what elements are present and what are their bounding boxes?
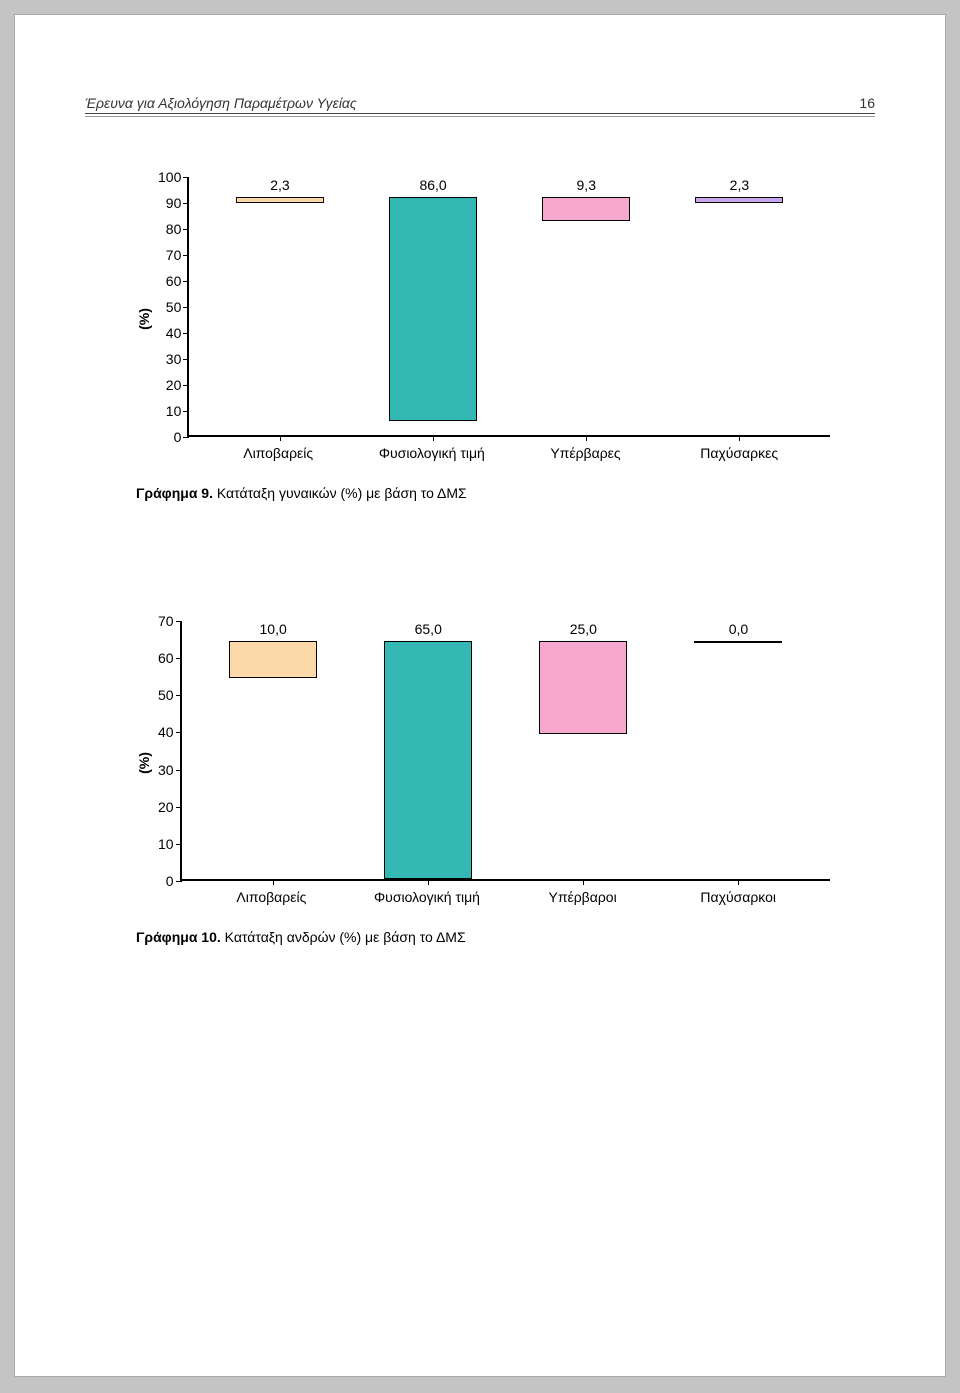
bar: [539, 641, 627, 734]
bar-value-label: 0,0: [729, 621, 748, 637]
bar-value-label: 65,0: [415, 621, 442, 637]
chart9-plot: 2,3 86,0 9,3 2,3: [187, 177, 830, 437]
chart9-caption-text: Κατάταξη γυναικών (%) με βάση το ΔΜΣ: [213, 485, 467, 501]
page-header: Έρευνα για Αξιολόγηση Παραμέτρων Υγείας …: [85, 95, 875, 114]
chart-9: (%) 1009080706050403020100 2,386,09,32,3…: [130, 177, 830, 501]
bar-slot: 86,0: [357, 177, 510, 435]
bar: [236, 197, 324, 203]
bar-slot: 2,3: [663, 177, 816, 435]
bar: [695, 197, 783, 203]
bar-slot: 0,0: [661, 621, 816, 879]
chart10-xlabels: ΛιποβαρείςΦυσιολογική τιμήΥπέρβαροιΠαχύσ…: [180, 881, 830, 905]
page-number: 16: [859, 95, 875, 111]
bar: [229, 641, 317, 678]
bar-value-label: 25,0: [570, 621, 597, 637]
xtick-label: Φυσιολογική τιμή: [349, 889, 505, 905]
bar-slot: 10,0: [196, 621, 351, 879]
chart10-ylabel: (%): [136, 752, 152, 774]
chart-10: (%) 706050403020100 10,065,025,00,0 Λιπο…: [130, 621, 830, 945]
bar-value-label: 2,3: [270, 177, 289, 193]
chart10-caption: Γράφημα 10. Κατάταξη ανδρών (%) με βάση …: [130, 929, 830, 945]
chart9-xlabels: ΛιποβαρείςΦυσιολογική τιμήΥπέρβαρεςΠαχύσ…: [187, 437, 830, 461]
bar-slot: 9,3: [510, 177, 663, 435]
chart9-caption: Γράφημα 9. Κατάταξη γυναικών (%) με βάση…: [130, 485, 830, 501]
bar-value-label: 2,3: [730, 177, 749, 193]
bar: [389, 197, 477, 421]
bar-slot: 65,0: [351, 621, 506, 879]
chart9-caption-bold: Γράφημα 9.: [136, 485, 213, 501]
bar-value-label: 10,0: [260, 621, 287, 637]
xtick-label: Υπέρβαροι: [505, 889, 661, 905]
bar: [694, 641, 782, 643]
xtick-label: Υπέρβαρες: [509, 445, 663, 461]
bar-value-label: 9,3: [577, 177, 596, 193]
xtick-label: Λιποβαρείς: [194, 889, 350, 905]
chart10-caption-text: Κατάταξη ανδρών (%) με βάση το ΔΜΣ: [221, 929, 466, 945]
page: Έρευνα για Αξιολόγηση Παραμέτρων Υγείας …: [14, 14, 946, 1377]
bar-value-label: 86,0: [419, 177, 446, 193]
bar: [542, 197, 630, 221]
bar-slot: 2,3: [203, 177, 356, 435]
xtick-label: Φυσιολογική τιμή: [355, 445, 509, 461]
xtick-label: Παχύσαρκοι: [660, 889, 816, 905]
header-rule: [85, 116, 875, 117]
bar-slot: 25,0: [506, 621, 661, 879]
chart10-plot: 10,0 65,0 25,0 0,0: [180, 621, 830, 881]
chart10-caption-bold: Γράφημα 10.: [136, 929, 221, 945]
bar: [384, 641, 472, 879]
header-title: Έρευνα για Αξιολόγηση Παραμέτρων Υγείας: [85, 95, 357, 111]
xtick-label: Λιποβαρείς: [201, 445, 355, 461]
chart9-ylabel: (%): [136, 308, 152, 330]
xtick-label: Παχύσαρκες: [662, 445, 816, 461]
